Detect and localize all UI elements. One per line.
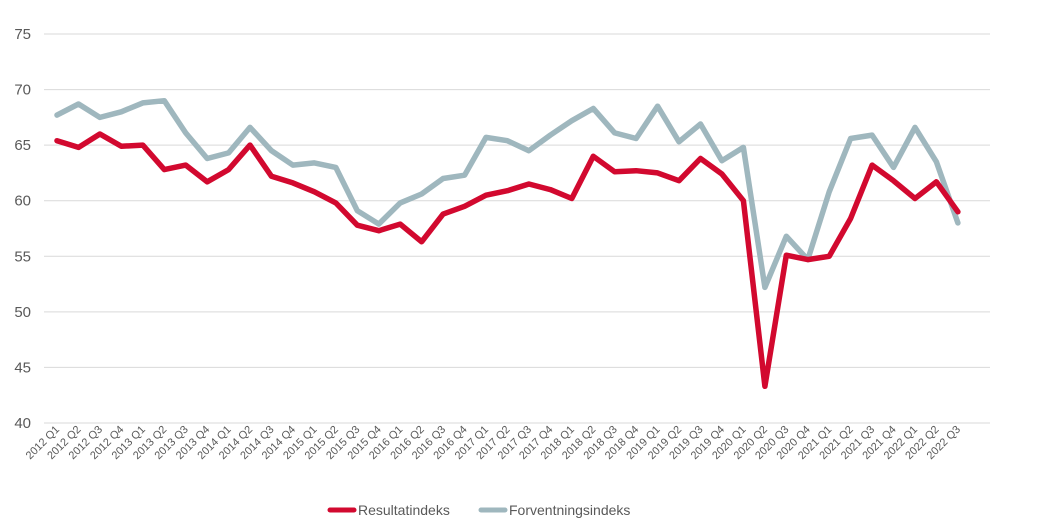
y-tick-label: 70 xyxy=(14,82,31,99)
y-tick-label: 55 xyxy=(14,248,31,265)
y-tick-label: 75 xyxy=(14,26,31,43)
legend: Resultatindeks Forventningsindeks xyxy=(327,502,630,518)
y-axis-ticks: 40 45 50 55 60 65 70 75 xyxy=(14,26,31,432)
y-tick-label: 50 xyxy=(14,304,31,321)
legend-label: Resultatindeks xyxy=(358,502,450,518)
y-tick-label: 40 xyxy=(14,415,31,432)
series-line-resultatindeks xyxy=(54,131,961,390)
grid-lines xyxy=(44,33,990,424)
y-tick-label: 60 xyxy=(14,193,31,210)
y-tick-label: 65 xyxy=(14,137,31,154)
series-lines xyxy=(54,97,961,390)
y-tick-label: 45 xyxy=(14,359,31,376)
legend-label: Forventningsindeks xyxy=(509,502,630,518)
